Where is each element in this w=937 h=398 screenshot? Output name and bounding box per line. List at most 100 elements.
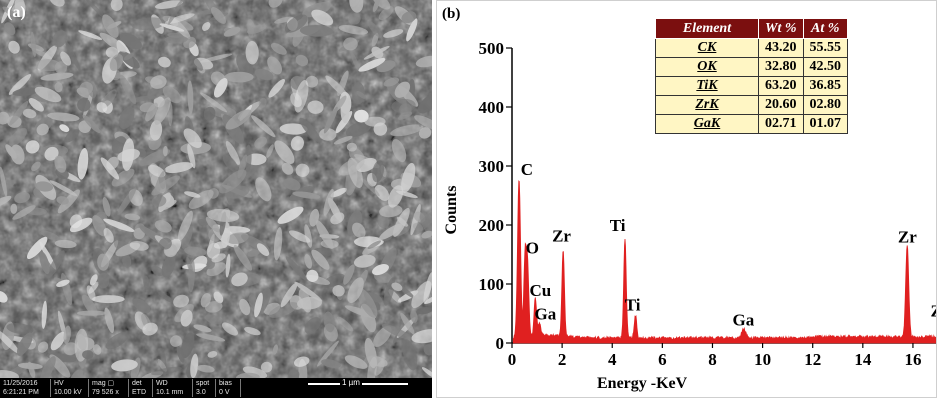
sem-micrograph-panel: (a) 11/25/2016 6:21:21 PM HV 10.00 kV mag … [0, 0, 432, 398]
sem-grain [273, 227, 283, 261]
sem-grain [244, 326, 261, 336]
sem-grain [423, 272, 432, 304]
sem-grain [290, 136, 304, 151]
sem-grain [0, 179, 16, 197]
sem-grain [397, 290, 419, 302]
at-cell: 36.85 [802, 76, 848, 96]
sem-grain [223, 27, 241, 37]
sem-grain [162, 145, 168, 157]
sem-grain [65, 41, 81, 71]
sem-grain [117, 187, 137, 216]
sem-grain [28, 98, 44, 112]
sem-grain [377, 215, 390, 229]
sem-grain [346, 142, 357, 152]
panel-label-a: (a) [7, 4, 26, 21]
sem-grain [41, 300, 47, 329]
sem-grain [299, 24, 334, 37]
sem-grain [114, 226, 134, 249]
sem-grain [16, 332, 33, 356]
sem-grain [169, 335, 182, 347]
sem-grain [0, 290, 8, 303]
scale-bar-label: 1 µm [340, 378, 362, 387]
sem-grain [181, 225, 193, 249]
sem-grain [14, 192, 30, 204]
x-tick-label: 14 [854, 350, 872, 369]
sem-grain [208, 227, 223, 242]
sem-grain [2, 6, 16, 17]
sem-grain [190, 353, 199, 378]
sem-grain [294, 281, 323, 302]
sem-grain [248, 294, 257, 308]
sem-grain [184, 246, 207, 257]
peak-label: C [521, 160, 533, 179]
sem-grain [356, 91, 367, 99]
sem-grain [47, 112, 80, 122]
sem-grain [224, 71, 254, 83]
sem-grain [379, 204, 403, 218]
sem-grain [200, 92, 228, 113]
sem-grain [325, 75, 349, 98]
sem-grain [338, 25, 369, 35]
sem-grain [4, 22, 16, 36]
sem-grain [311, 9, 334, 26]
sem-grain [367, 20, 382, 38]
sem-grain [418, 127, 432, 139]
sem-grain [374, 184, 390, 201]
sem-grain [69, 217, 93, 233]
sem-grain [371, 46, 384, 59]
x-tick-label: 2 [558, 350, 567, 369]
element-cell: GaK [655, 114, 759, 134]
sem-grain [401, 11, 417, 24]
composition-table: Element Wt % At % CK 43.20 55.55 OK 32.8… [655, 18, 848, 134]
sem-grain [266, 144, 274, 158]
sem-grain [337, 70, 349, 97]
sem-grain [180, 309, 193, 327]
table-row: GaK 02.71 01.07 [655, 114, 848, 134]
sem-grain [139, 149, 171, 166]
sem-grain [372, 0, 380, 12]
x-tick-label: 4 [608, 350, 617, 369]
sem-grain [244, 144, 252, 172]
sem-grain [132, 298, 151, 314]
sem-grain [9, 100, 29, 126]
sem-grain [402, 339, 418, 371]
at-cell: 42.50 [802, 57, 848, 77]
sem-grain [79, 81, 93, 95]
sem-grain [63, 325, 71, 345]
sem-grain [39, 241, 57, 270]
sem-grain [423, 343, 432, 356]
sem-grain [0, 111, 10, 125]
sem-grain [260, 361, 273, 373]
sem-grain [149, 120, 163, 141]
sem-grain [36, 123, 49, 136]
sem-grain [292, 191, 321, 199]
sem-grain [210, 7, 227, 24]
sem-grain [164, 162, 194, 174]
sem-grain [415, 55, 432, 68]
sem-grain [25, 140, 40, 154]
sem-grain [54, 239, 77, 249]
sem-grain [129, 241, 149, 251]
sem-grain [200, 53, 233, 63]
sem-grain [109, 54, 124, 71]
table-row: ZrK 20.60 02.80 [655, 95, 848, 115]
sem-grain [196, 364, 215, 373]
sem-grain [332, 285, 345, 297]
sem-grain [193, 324, 212, 333]
sem-grain [365, 292, 383, 303]
sem-grain [383, 29, 404, 38]
sem-grain [347, 277, 364, 304]
sem-grain [231, 272, 248, 287]
sem-grain [164, 13, 195, 25]
x-tick-label: 10 [754, 350, 771, 369]
sem-grain [40, 72, 74, 81]
x-tick-label: 6 [658, 350, 667, 369]
sem-grain [277, 206, 304, 224]
peak-label: Ti [625, 296, 641, 315]
x-tick-label: 12 [804, 350, 821, 369]
sem-grain [187, 80, 194, 114]
table-row: OK 32.80 42.50 [655, 57, 848, 77]
sem-grain [208, 188, 219, 199]
wt-cell: 43.20 [758, 38, 804, 58]
sem-grain [12, 87, 41, 97]
